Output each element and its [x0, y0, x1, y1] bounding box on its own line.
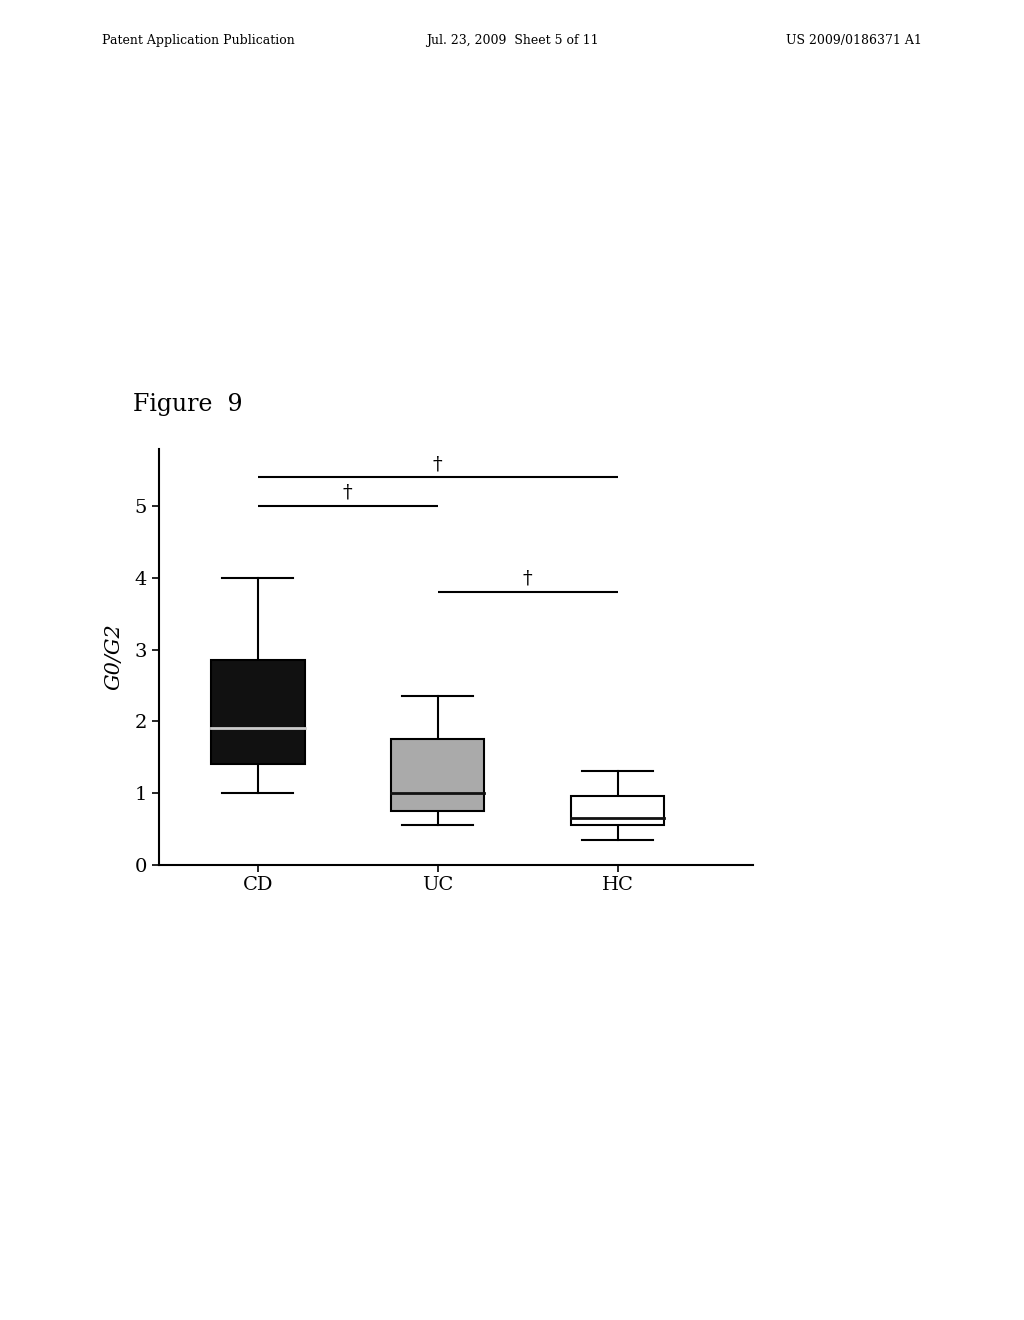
- Bar: [570, 796, 665, 825]
- Text: US 2009/0186371 A1: US 2009/0186371 A1: [785, 34, 922, 48]
- Y-axis label: G0/G2: G0/G2: [104, 623, 123, 690]
- Text: Jul. 23, 2009  Sheet 5 of 11: Jul. 23, 2009 Sheet 5 of 11: [426, 34, 598, 48]
- Text: †: †: [433, 455, 442, 473]
- Bar: [391, 739, 484, 810]
- Text: Patent Application Publication: Patent Application Publication: [102, 34, 295, 48]
- Text: †: †: [523, 570, 532, 587]
- Text: †: †: [343, 484, 352, 502]
- Bar: [211, 660, 304, 764]
- Text: Figure  9: Figure 9: [133, 393, 243, 416]
